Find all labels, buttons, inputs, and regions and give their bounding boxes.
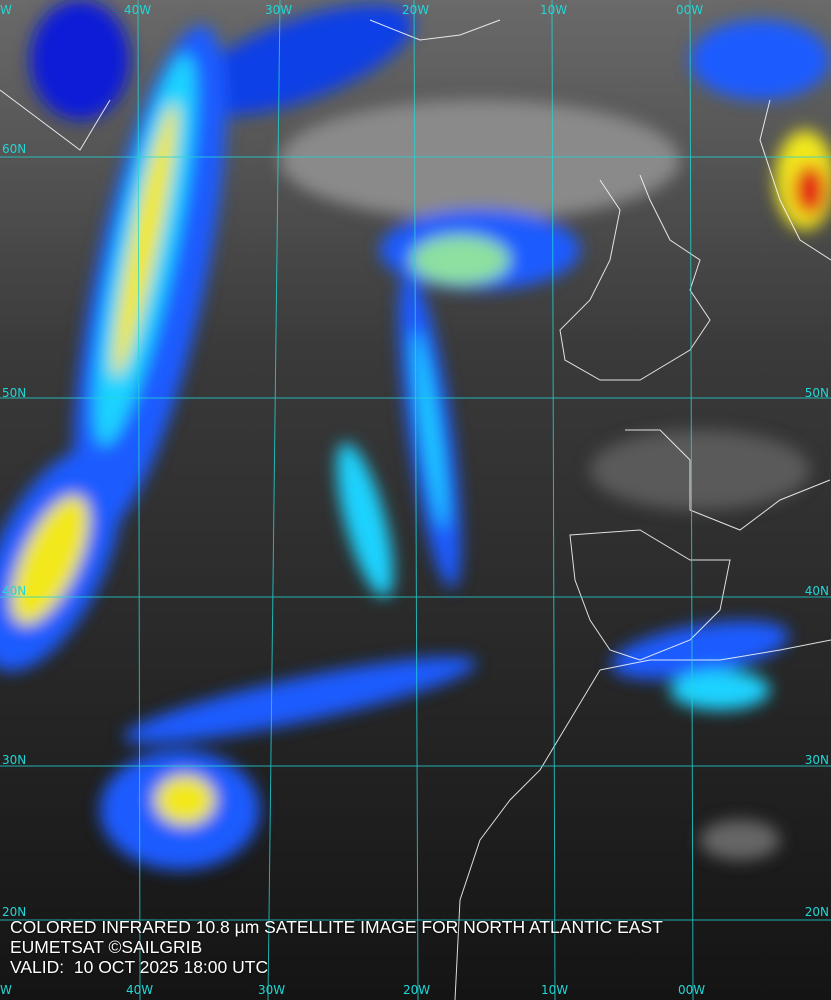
lon-label-bottom: 00W [678,983,706,997]
lon-label-top: 30W [265,3,293,17]
caption-valid-time: VALID: 10 OCT 2025 18:00 UTC [10,957,269,977]
lon-label-bottom: 10W [541,983,569,997]
lat-label-right: 20N [804,905,829,919]
lat-label-right: 40N [804,584,829,598]
lon-label-top: 00W [676,3,704,17]
lat-label-left: 40N [2,584,27,598]
lon-label-bottom: 20W [403,983,431,997]
lon-label-bottom: 40W [126,983,154,997]
lon-label-top: 10W [540,3,568,17]
lon-label-bottom: 30W [258,983,286,997]
lat-label-left: 60N [2,142,27,156]
lon-label-top: W [0,3,12,17]
lon-label-top: 40W [124,3,152,17]
coastlines [0,19,831,1000]
lat-label-left: 50N [2,386,27,400]
lat-label-left: 20N [2,905,27,919]
lat-label-right: 50N [804,386,829,400]
lon-label-bottom: W [0,983,12,997]
lon-label-top: 20W [402,3,430,17]
lat-label-right: 30N [804,753,829,767]
caption-title: COLORED INFRARED 10.8 µm SATELLITE IMAGE… [10,917,663,937]
caption-source: EUMETSAT ©SAILGRIB [10,937,203,957]
lat-label-left: 30N [2,753,27,767]
